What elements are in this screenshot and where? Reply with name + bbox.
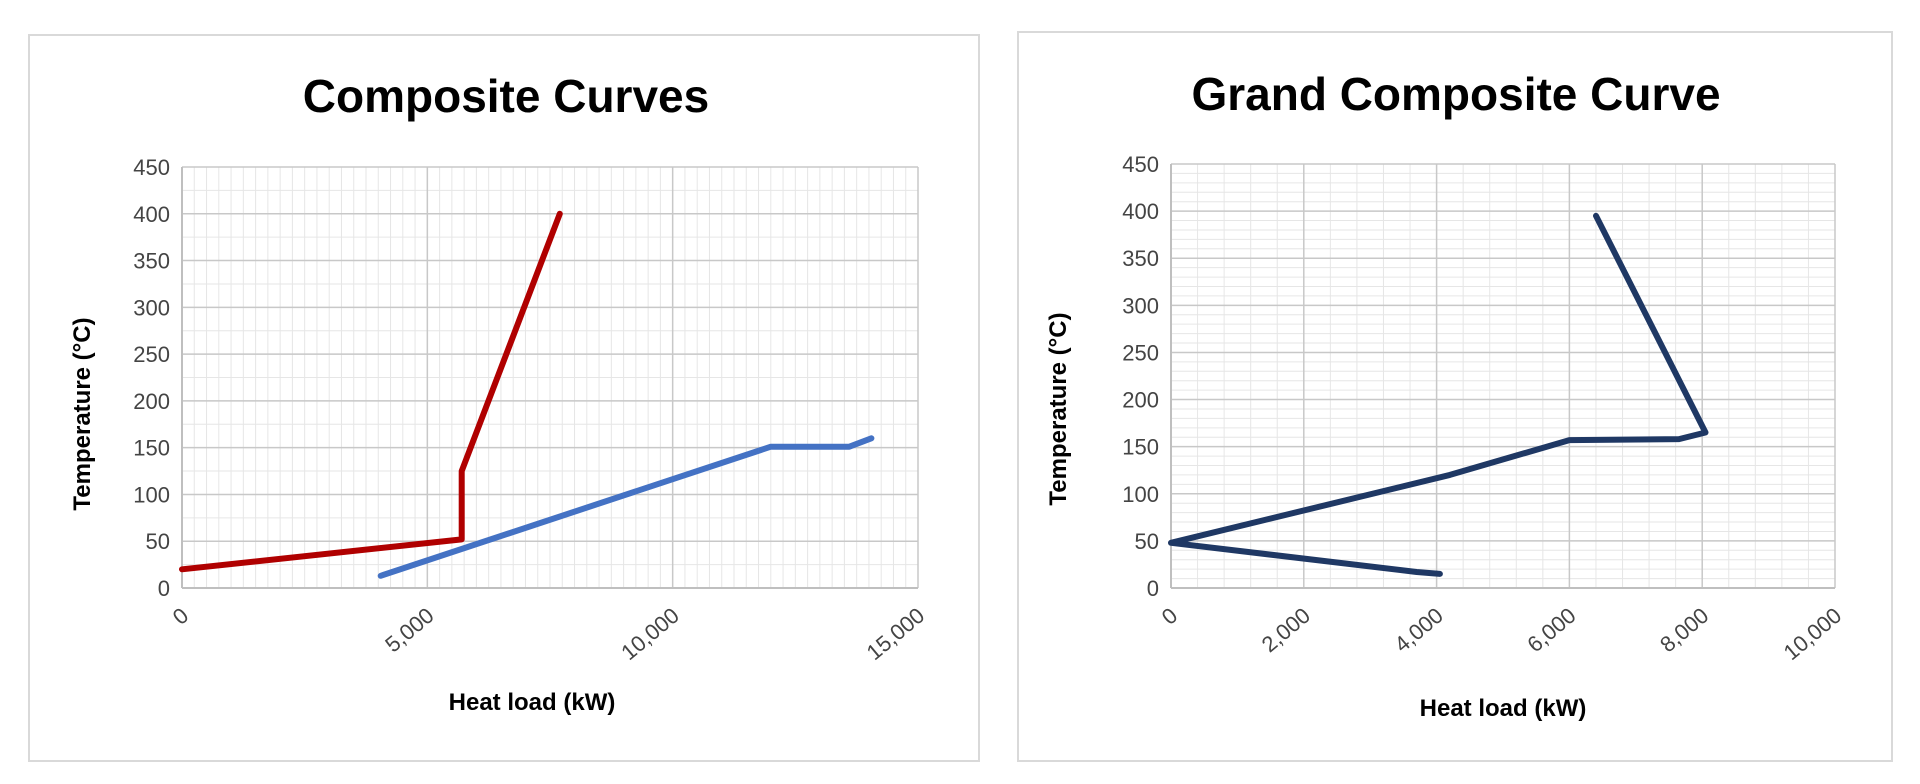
- x-tick-label: 10,000: [1779, 603, 1847, 665]
- y-tick-label: 400: [133, 202, 170, 227]
- composite-curves-chart: Composite Curves 0 50 100 150 200 250 300 350 40…: [69, 70, 930, 716]
- y-tick-label: 250: [1122, 340, 1159, 365]
- y-tick-label: 350: [1122, 246, 1159, 271]
- y-tick-label: 100: [1122, 482, 1159, 507]
- x-tick-label: 4,000: [1390, 603, 1448, 658]
- y-tick-label: 50: [146, 529, 170, 554]
- y-tick-label: 400: [1122, 199, 1159, 224]
- series-line: [179, 210, 563, 573]
- y-tick-label: 450: [133, 155, 170, 180]
- x-axis-title: Heat load (kW): [449, 689, 616, 716]
- axes: [181, 167, 918, 589]
- x-tick-label: 0: [168, 603, 193, 630]
- y-tick-label: 350: [133, 249, 170, 274]
- y-tick-label: 450: [1122, 152, 1159, 177]
- y-tick-label: 150: [1122, 435, 1159, 460]
- series-lines: [179, 210, 875, 579]
- chart-title: Composite Curves: [303, 70, 709, 122]
- series-line: [1168, 212, 1709, 577]
- x-tick-label: 0: [1157, 603, 1182, 630]
- chart-title: Grand Composite Curve: [1191, 68, 1720, 120]
- axes: [1170, 164, 1835, 589]
- x-axis-title: Heat load (kW): [1420, 695, 1587, 722]
- gridlines: [1170, 163, 1836, 589]
- y-axis-title: Temperature (°C): [69, 317, 96, 510]
- y-tick-label: 100: [133, 482, 170, 507]
- y-tick-label: 50: [1135, 529, 1159, 554]
- x-tick-label: 15,000: [862, 603, 930, 665]
- y-tick-label: 0: [158, 576, 170, 601]
- grand-composite-curve-chart: Grand Composite Curve 0 50 100 150 200 250 300…: [1045, 68, 1846, 722]
- x-tick-label: 6,000: [1522, 603, 1580, 658]
- y-tick-label: 150: [133, 436, 170, 461]
- series-line: [377, 435, 875, 579]
- x-tick-label: 10,000: [616, 603, 684, 665]
- gridlines: [181, 166, 919, 589]
- y-tick-label: 250: [133, 342, 170, 367]
- x-tick-label: 5,000: [380, 603, 438, 658]
- grand-composite-curve-panel: Grand Composite Curve 0 50 100 150 200 250 300…: [1017, 31, 1893, 762]
- composite-curves-panel: Composite Curves 0 50 100 150 200 250 300 350 40…: [28, 34, 980, 762]
- x-tick-label: 8,000: [1655, 603, 1713, 658]
- y-tick-label: 0: [1147, 576, 1159, 601]
- tick-labels: 0 50 100 150 200 250 300 350 400 450 0 2,000 4,000 6,…: [1122, 152, 1846, 665]
- y-axis-title: Temperature (°C): [1045, 312, 1072, 505]
- y-tick-label: 200: [133, 389, 170, 414]
- y-tick-label: 300: [133, 295, 170, 320]
- series-lines: [1168, 212, 1709, 577]
- y-tick-label: 200: [1122, 388, 1159, 413]
- y-tick-label: 300: [1122, 293, 1159, 318]
- x-tick-label: 2,000: [1257, 603, 1315, 658]
